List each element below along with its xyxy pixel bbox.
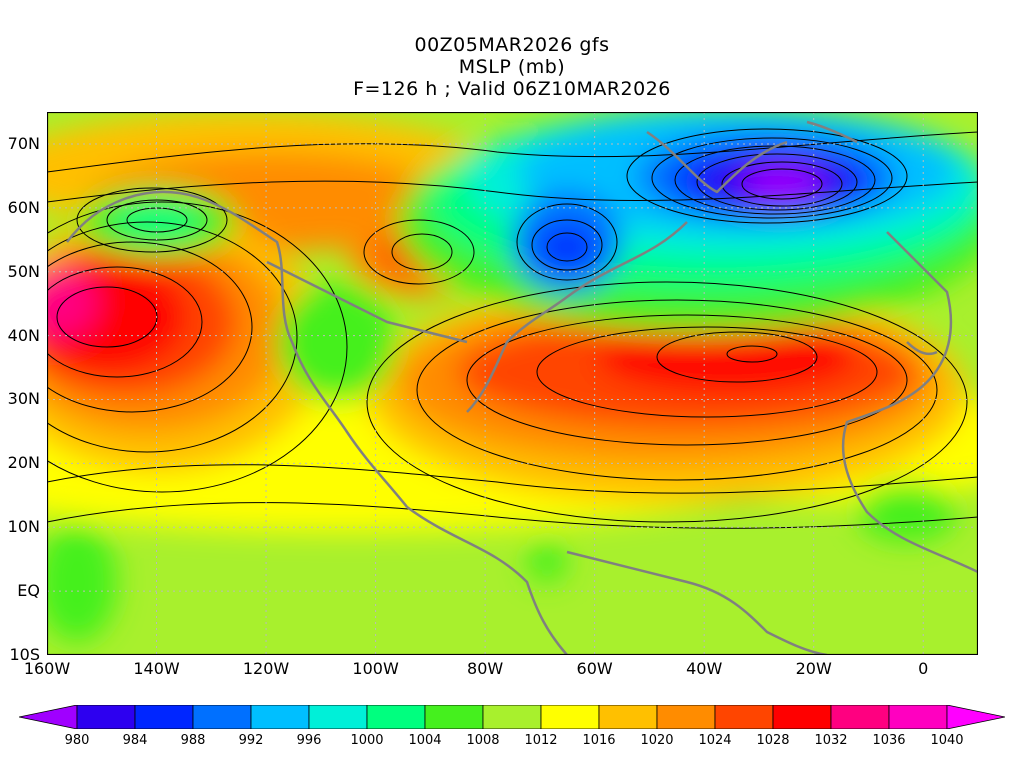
colorbar-level-label: 984 [122,733,148,748]
colorbar-box [76,705,136,729]
colorbar-level-label: 1008 [466,733,500,748]
longitude-label: 100W [352,659,399,678]
colorbar-box [134,705,194,729]
latitude-label: 10N [7,517,40,537]
latitude-label: 10S [9,645,40,664]
colorbar-level-label: 1004 [408,733,442,748]
latitude-label: 20N [7,453,40,473]
longitude-label: 20W [795,659,832,678]
latitude-label: 50N [7,261,40,281]
longitude-label: 120W [242,659,290,678]
colorbar-level-label: 1036 [872,733,906,748]
colorbar-box [830,705,890,729]
colorbar-box [192,705,252,729]
colorbar-level-label: 1000 [350,733,384,748]
latitude-label: 70N [7,133,40,153]
colorbar-level-label: 1016 [582,733,616,748]
colorbar-box [424,705,484,729]
colorbar-box [888,705,948,729]
title-variable: MSLP (mb) [458,56,566,78]
latitude-label: EQ [17,581,40,601]
colorbar-box [540,705,600,729]
latitude-label: 30N [7,389,40,409]
pressure-map-svg [47,112,978,655]
title-valid-time: F=126 h ; Valid 06Z10MAR2026 [353,78,671,100]
colorbar-level-label: 1040 [930,733,964,748]
longitude-label: 80W [467,659,504,678]
colorbar-level-label: 1028 [756,733,790,748]
longitude-label: 40W [686,659,723,678]
colorbar-box [482,705,542,729]
colorbar-level-label: 1012 [524,733,558,748]
colorbar-max-triangle [946,705,1005,729]
pressure-field [47,112,978,655]
colorbar-box [714,705,774,729]
longitude-label: 60W [576,659,613,678]
latitude-label: 60N [7,197,40,217]
colorbar-box [656,705,716,729]
coastlines [66,120,978,655]
longitude-label: 0 [918,659,929,678]
colorbar-level-label: 1024 [698,733,732,748]
colorbar-min-triangle [19,705,78,729]
longitude-label: 160W [23,659,71,678]
colorbar [19,705,1005,729]
colorbar-level-label: 1020 [640,733,674,748]
pressure-map [47,112,978,655]
latitude-label: 40N [7,325,40,345]
colorbar-box [366,705,426,729]
colorbar-box [772,705,832,729]
colorbar-box [598,705,658,729]
colorbar-level-label: 1032 [814,733,848,748]
colorbar-level-label: 988 [180,733,206,748]
longitude-label: 140W [133,659,180,678]
colorbar-level-label: 996 [296,733,322,748]
colorbar-level-label: 992 [238,733,264,748]
colorbar-box [250,705,310,729]
title-run: 00Z05MAR2026 gfs [414,34,610,56]
graticule [47,112,978,655]
colorbar-box [308,705,368,729]
colorbar-level-label: 980 [64,733,90,748]
